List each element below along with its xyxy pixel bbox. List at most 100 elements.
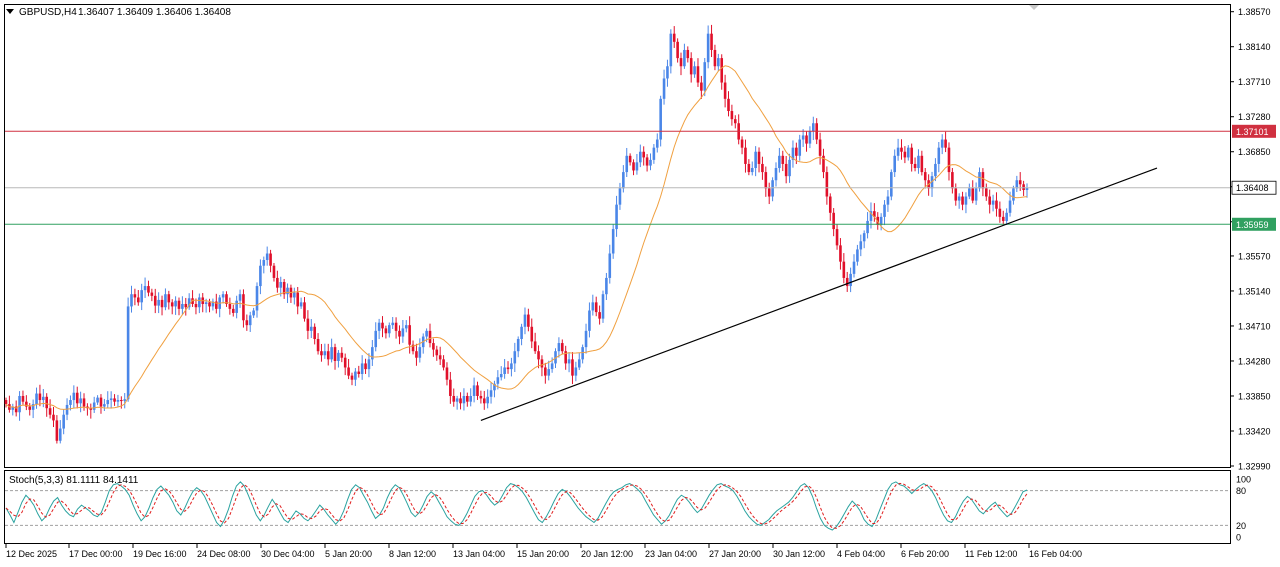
time-tick-label: 11 Feb 12:00 xyxy=(965,549,1017,559)
candle-body xyxy=(540,359,544,368)
candle-body xyxy=(611,229,615,254)
candle-body xyxy=(544,367,547,376)
candle-body xyxy=(259,265,262,287)
candle-body xyxy=(384,328,388,334)
candle-body xyxy=(265,253,269,261)
candle-body xyxy=(516,338,520,352)
candle-body xyxy=(761,163,764,173)
candle-body xyxy=(978,172,981,189)
candle-body xyxy=(58,428,62,441)
candle-body xyxy=(1022,184,1025,190)
candle-body xyxy=(472,385,476,396)
candle-body xyxy=(560,343,564,352)
candle-body xyxy=(191,298,194,304)
candle-body xyxy=(442,359,445,368)
candle-body xyxy=(645,157,649,166)
candle-body xyxy=(842,261,846,278)
stoch-signal-line xyxy=(5,482,1028,529)
candle-body xyxy=(364,363,367,370)
candle-body xyxy=(1005,212,1008,221)
candle-body xyxy=(554,351,557,364)
candle-body xyxy=(408,325,411,345)
candle-body xyxy=(822,155,825,173)
candle-body xyxy=(123,399,127,401)
candle-body xyxy=(835,229,839,246)
chart-shift-marker-icon[interactable] xyxy=(1029,5,1039,10)
candle-body xyxy=(550,363,554,370)
candle-body xyxy=(628,155,632,163)
candle-body xyxy=(38,393,42,401)
price-tick-label: 1.37710 xyxy=(1238,77,1271,87)
candle-body xyxy=(347,367,350,376)
candle-body xyxy=(221,294,225,298)
candle-body xyxy=(818,139,822,156)
candle-body xyxy=(445,367,449,380)
ascending-trendline[interactable] xyxy=(480,167,1158,421)
candle-body xyxy=(320,351,323,356)
stoch-main-line xyxy=(5,481,1028,531)
candle-body xyxy=(245,320,249,326)
candle-body xyxy=(567,359,571,364)
candle-body xyxy=(812,123,815,132)
candle-body xyxy=(482,398,486,404)
candle-body xyxy=(520,326,523,339)
candle-body xyxy=(727,98,730,112)
candle-body xyxy=(594,302,598,313)
main-chart-panel[interactable] xyxy=(4,4,1231,468)
candle-body xyxy=(845,277,849,287)
candle-body xyxy=(235,300,238,313)
candle-body xyxy=(591,302,595,311)
candle-body xyxy=(411,344,415,352)
time-tick-label: 4 Feb 04:00 xyxy=(837,549,885,559)
candle-body xyxy=(852,261,856,274)
candle-body xyxy=(530,326,534,342)
candle-body xyxy=(662,78,666,99)
candle-body xyxy=(242,294,245,321)
candle-body xyxy=(272,265,276,278)
candle-body xyxy=(133,294,137,298)
candle-body xyxy=(459,398,462,404)
candle-body xyxy=(391,322,394,326)
candle-body xyxy=(832,212,835,230)
price-tick-label: 1.38140 xyxy=(1238,42,1271,52)
stoch-panel[interactable] xyxy=(4,470,1231,544)
time-tick-label: 24 Dec 08:00 xyxy=(197,549,251,559)
candle-body xyxy=(35,393,38,405)
candle-body xyxy=(951,172,954,189)
candle-body xyxy=(25,401,28,407)
candle-body xyxy=(706,33,710,63)
candle-body xyxy=(808,131,812,144)
candle-body xyxy=(309,326,313,331)
candle-body xyxy=(455,398,459,402)
candle-body xyxy=(601,294,605,319)
candle-body xyxy=(890,172,893,197)
price-tick-label: 1.36850 xyxy=(1238,147,1271,157)
candle-body xyxy=(998,208,1002,217)
candle-body xyxy=(330,347,333,360)
candle-body xyxy=(934,163,937,177)
candle-body xyxy=(679,58,683,67)
candle-body xyxy=(255,286,259,311)
time-tick-label: 16 Feb 04:00 xyxy=(1029,549,1082,559)
candle-body xyxy=(493,383,496,391)
candle-body xyxy=(42,396,45,401)
candle-body xyxy=(774,168,778,181)
moving-average-line xyxy=(5,65,1028,410)
candle-body xyxy=(981,172,985,189)
candle-body xyxy=(910,147,913,164)
candle-body xyxy=(791,147,795,160)
candle-body xyxy=(947,147,951,173)
symbol-dropdown-icon[interactable] xyxy=(6,9,14,14)
candle-body xyxy=(337,352,340,361)
candle-body xyxy=(913,163,917,169)
price-tick-label: 1.34710 xyxy=(1238,321,1271,331)
time-tick-label: 20 Jan 12:00 xyxy=(581,549,633,559)
candle-body xyxy=(757,151,761,164)
candle-body xyxy=(655,139,659,148)
candle-body xyxy=(486,396,489,404)
candle-body xyxy=(883,204,886,217)
candle-body xyxy=(720,58,724,83)
time-tick-label: 17 Dec 00:00 xyxy=(69,549,123,559)
candle-body xyxy=(828,196,832,213)
